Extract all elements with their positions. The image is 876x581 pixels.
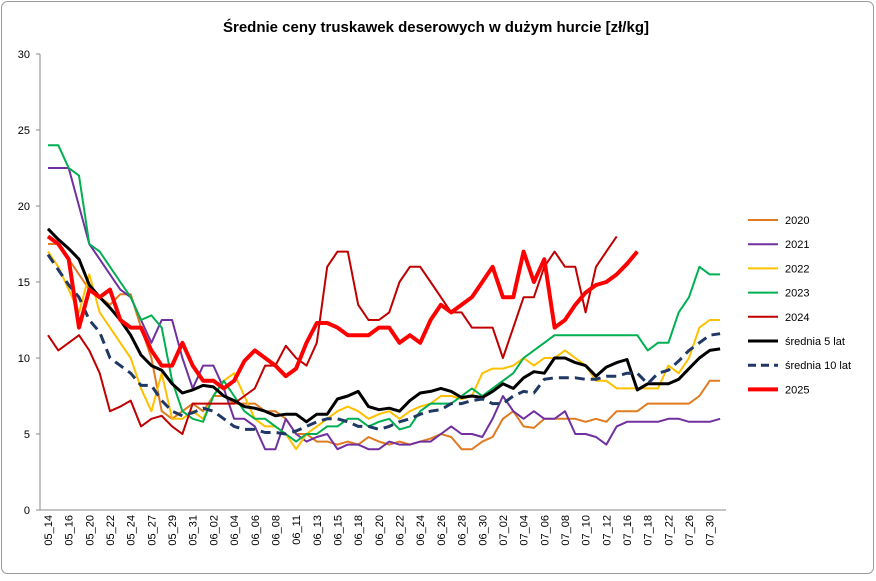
x-tick-label: 07_04 <box>519 515 531 546</box>
x-tick-label: 07_02 <box>498 515 510 546</box>
series-line <box>46 253 721 436</box>
x-tick-label: 05_16 <box>64 515 76 546</box>
y-tick-label: 5 <box>24 429 30 441</box>
y-tick-label: 25 <box>18 125 30 137</box>
series-line <box>47 251 721 451</box>
y-tick-label: 20 <box>18 201 30 213</box>
x-tick-label: 07_06 <box>539 515 551 546</box>
x-tick-label: 07_10 <box>581 515 593 546</box>
series-line <box>46 227 721 424</box>
x-tick-label: 05_27 <box>146 515 158 546</box>
x-tick-label: 07_26 <box>684 515 696 546</box>
x-tick-label: 05_31 <box>188 515 200 546</box>
series-line <box>46 234 639 391</box>
x-tick-label: 06_13 <box>312 515 324 546</box>
y-tick-label: 0 <box>24 505 30 517</box>
legend-label: 2020 <box>785 215 809 227</box>
legend-label: 2023 <box>785 288 809 300</box>
x-tick-label: 06_08 <box>270 515 282 546</box>
y-tick-label: 15 <box>18 277 30 289</box>
x-tick-label: 05_20 <box>84 515 96 546</box>
legend-label: 2025 <box>785 384 809 396</box>
x-tick-label: 06_06 <box>250 515 262 546</box>
x-tick-label: 06_26 <box>436 515 448 546</box>
series-line <box>48 144 721 443</box>
x-tick-label: 06_15 <box>332 515 344 546</box>
legend-label: średnia 10 lat <box>785 360 851 372</box>
x-tick-label: 06_18 <box>353 515 365 546</box>
x-tick-label: 05_29 <box>167 515 179 546</box>
x-tick-label: 05_24 <box>126 515 138 546</box>
x-tick-label: 06_20 <box>374 515 386 546</box>
x-tick-label: 07_22 <box>663 515 675 546</box>
x-tick-label: 06_04 <box>229 515 241 546</box>
y-tick-label: 30 <box>18 49 30 61</box>
series-line <box>48 243 721 451</box>
legend-label: 2024 <box>785 312 809 324</box>
x-tick-label: 06_22 <box>395 515 407 546</box>
x-tick-label: 06_30 <box>477 515 489 546</box>
legend-label: 2021 <box>785 239 809 251</box>
legend-label: średnia 5 lat <box>785 336 845 348</box>
x-tick-label: 07_16 <box>622 515 634 546</box>
series-line <box>47 235 618 435</box>
chart-title: Średnie ceny truskawek deserowych w duży… <box>223 18 649 36</box>
series-line <box>48 167 721 451</box>
x-tick-label: 07_30 <box>705 515 717 546</box>
x-tick-label: 07_12 <box>601 515 613 546</box>
x-tick-label: 05_14 <box>43 515 55 546</box>
x-tick-label: 06_02 <box>208 515 220 546</box>
x-tick-label: 06_28 <box>457 515 469 546</box>
x-tick-label: 07_08 <box>560 515 572 546</box>
x-tick-label: 07_18 <box>643 515 655 546</box>
x-tick-label: 05_22 <box>105 515 117 546</box>
x-tick-label: 06_24 <box>415 515 427 546</box>
y-tick-label: 10 <box>18 353 30 365</box>
legend-label: 2022 <box>785 263 809 275</box>
x-tick-label: 06_11 <box>291 515 303 545</box>
